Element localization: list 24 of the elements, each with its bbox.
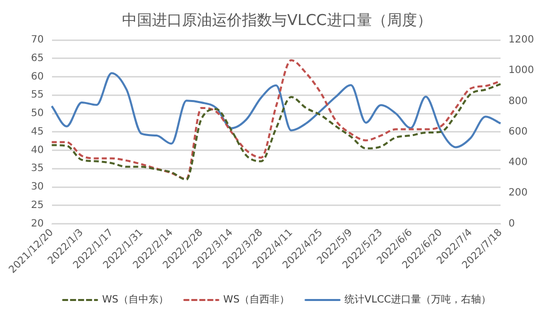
y-tick-label: 70 (31, 34, 44, 46)
y-tick-label: 65 (31, 52, 44, 64)
y-tick-label: 20 (31, 218, 44, 230)
y2-tick-label: 600 (508, 126, 528, 138)
y-tick-label: 45 (31, 126, 44, 138)
y-tick-label: 35 (31, 163, 44, 174)
y2-tick-label: 200 (508, 188, 528, 199)
y-tick-label: 50 (31, 108, 44, 120)
y-tick-label: 60 (31, 71, 44, 82)
line-series (50, 83, 502, 181)
legend-label: WS（自中东） (102, 294, 168, 306)
y2-tick-label: 400 (508, 157, 528, 168)
y-tick-label: 40 (31, 144, 44, 156)
y2-tick-label: 1000 (508, 65, 534, 76)
y2-tick-label: 800 (508, 96, 528, 107)
y2-tick-label: 0 (508, 218, 515, 230)
legend-label: 统计VLCC进口量（万吨，右轴） (344, 294, 491, 306)
y-tick-label: 55 (31, 90, 44, 101)
chart-title: 中国进口原油运价指数与VLCC进口量（周度） (122, 10, 432, 29)
y-tick-label: 30 (31, 182, 44, 193)
legend-label: WS（自西非） (223, 294, 290, 306)
line-series (50, 72, 502, 148)
y2-tick-label: 1200 (508, 34, 534, 46)
y-tick-label: 25 (31, 200, 44, 211)
